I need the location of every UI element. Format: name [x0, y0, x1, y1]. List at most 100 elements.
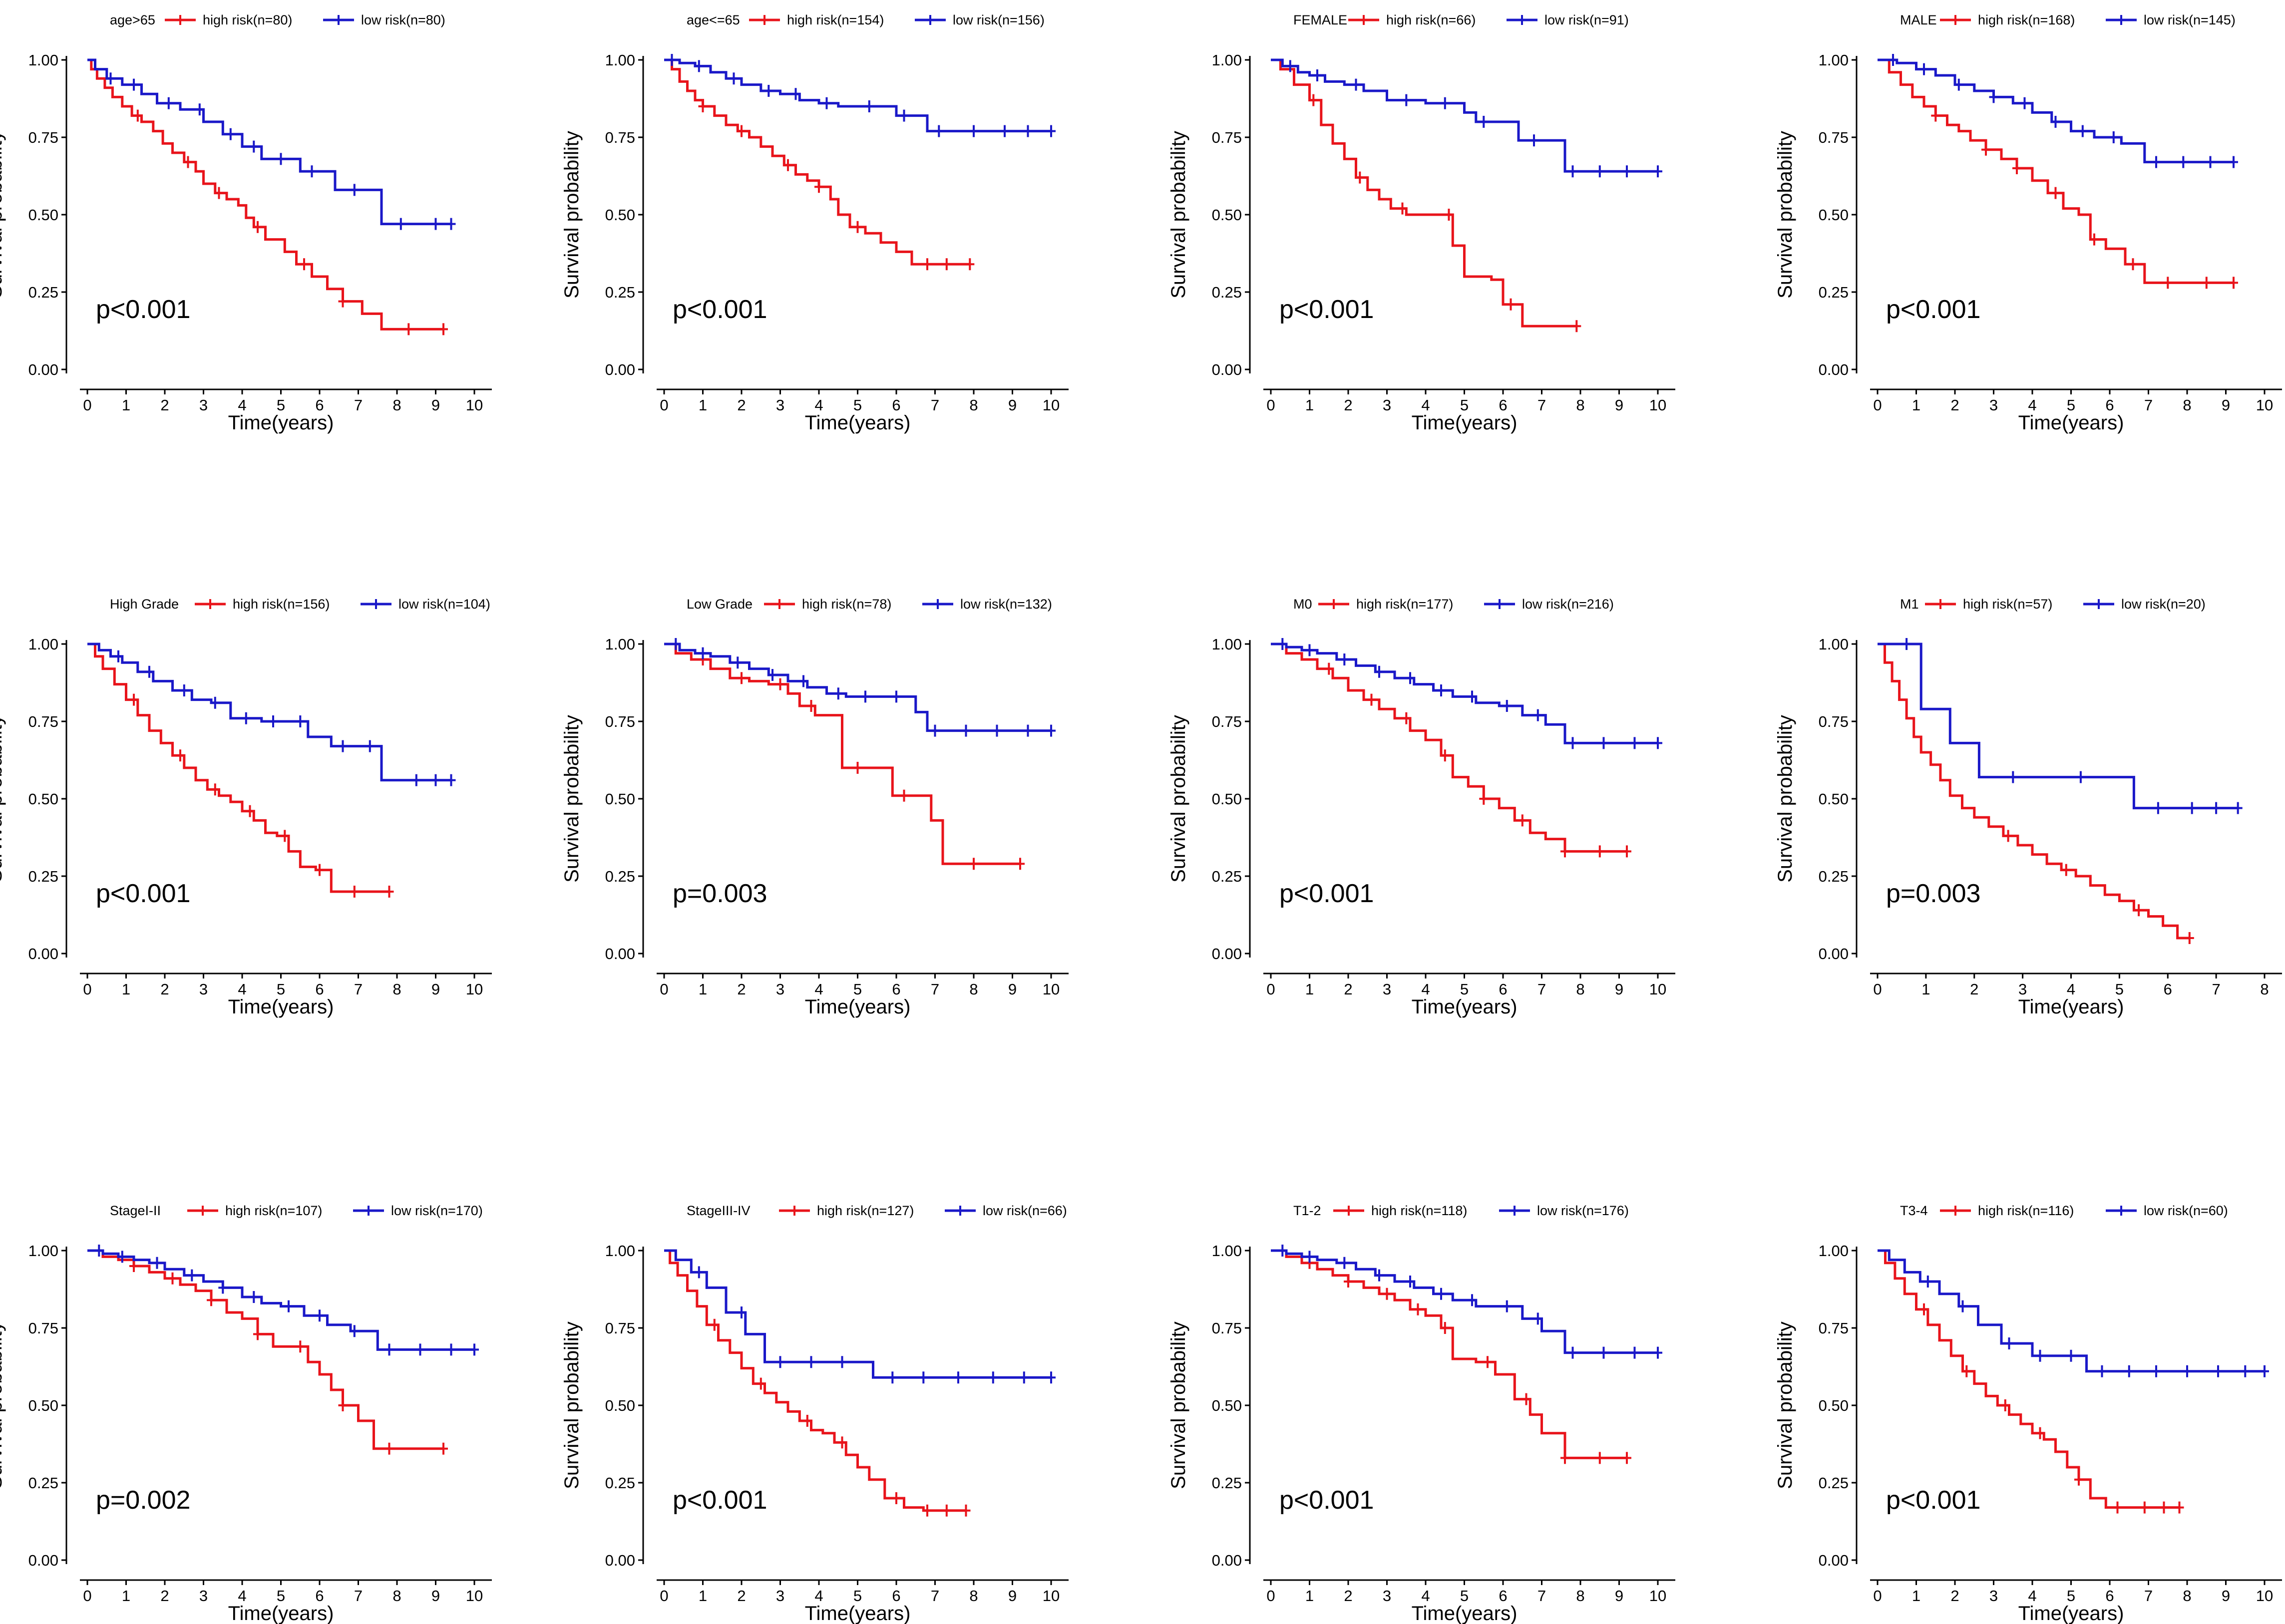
censor-mark [1529, 134, 1538, 147]
x-tick-label: 6 [892, 980, 900, 998]
censor-mark [2229, 156, 2238, 168]
y-tick-label: 0.25 [1819, 284, 1849, 301]
y-tick-label: 0.50 [1819, 790, 1849, 808]
x-tick-label: 4 [1421, 980, 1430, 998]
censor-mark [1931, 109, 1940, 122]
censor-mark [1502, 700, 1512, 712]
legend-group-label: High Grade [110, 597, 179, 612]
censor-mark [1653, 737, 1662, 749]
censor-mark [802, 1415, 812, 1427]
x-tick-label: 2 [1344, 396, 1352, 414]
x-axis-title: Time(years) [805, 996, 911, 1018]
km-panel-high-grade: High Grade high risk(n=156) low risk(n=104… [0, 597, 492, 1018]
x-tick-label: 4 [1421, 396, 1430, 414]
censor-mark [2134, 904, 2144, 917]
x-tick-label: 7 [354, 980, 363, 998]
p-value-label: p<0.001 [96, 295, 190, 324]
censor-mark [207, 1294, 216, 1306]
x-tick-label: 8 [969, 396, 978, 414]
legend-high-risk-label: high risk(n=177) [1356, 597, 1453, 612]
censor-mark [446, 218, 456, 230]
x-tick-label: 10 [1043, 1587, 1060, 1605]
censor-mark [1568, 165, 1577, 178]
x-tick-label: 0 [83, 1587, 91, 1605]
censor-mark [710, 1318, 719, 1331]
censor-mark [1382, 1288, 1392, 1300]
censor-mark [2061, 864, 2071, 876]
censor-mark [439, 323, 448, 335]
censor-mark [2090, 233, 2099, 246]
x-tick-label: 1 [122, 980, 130, 998]
censor-mark [2109, 131, 2118, 143]
x-tick-label: 4 [814, 396, 823, 414]
censor-mark [2206, 156, 2215, 168]
censor-mark [1413, 1303, 1423, 1315]
censor-mark [942, 1504, 951, 1517]
x-tick-label: 2 [1970, 980, 1978, 998]
censor-mark [2152, 1365, 2161, 1377]
censor-mark [2128, 258, 2138, 271]
x-tick-label: 6 [1499, 1587, 1507, 1605]
censor-mark [899, 789, 909, 802]
censor-mark [1533, 709, 1542, 721]
legend-low-risk-label: low risk(n=91) [1544, 12, 1629, 27]
y-tick-label: 1.00 [605, 51, 635, 69]
y-tick-label: 0.75 [605, 1319, 635, 1337]
x-tick-label: 9 [1008, 980, 1017, 998]
censor-mark [1367, 693, 1376, 706]
y-tick-label: 0.00 [1212, 361, 1242, 378]
x-tick-label: 9 [431, 1587, 440, 1605]
km-panel-t3-4: T3-4 high risk(n=116) low risk(n=60) 0.00 0.… [1774, 1203, 2282, 1624]
x-tick-label: 1 [1921, 980, 1930, 998]
censor-mark [1440, 749, 1450, 762]
x-tick-label: 5 [277, 1587, 285, 1605]
x-tick-label: 9 [431, 396, 440, 414]
censor-mark [300, 258, 309, 271]
x-tick-label: 4 [2067, 980, 2075, 998]
censor-mark [249, 1291, 259, 1303]
censor-mark [930, 724, 940, 737]
x-tick-label: 3 [199, 396, 208, 414]
censor-mark [1047, 724, 1056, 737]
censor-mark [1889, 54, 1898, 66]
x-tick-label: 7 [931, 1587, 939, 1605]
y-tick-label: 0.00 [28, 1552, 58, 1569]
x-tick-label: 0 [660, 1587, 668, 1605]
censor-mark [1560, 845, 1569, 858]
p-value-label: p<0.001 [96, 879, 190, 908]
y-tick-label: 0.75 [1819, 713, 1849, 730]
censor-mark [1630, 1346, 1639, 1359]
censor-mark [899, 109, 909, 122]
x-tick-label: 2 [1950, 396, 1959, 414]
legend-high-risk-label: high risk(n=78) [802, 597, 891, 612]
x-tick-label: 2 [1950, 1587, 1959, 1605]
x-tick-label: 0 [1873, 1587, 1882, 1605]
censor-mark [2051, 187, 2060, 199]
censor-mark [350, 184, 359, 196]
censor-mark [404, 323, 413, 335]
p-value-label: p<0.001 [1886, 295, 1980, 324]
x-tick-label: 3 [2018, 980, 2027, 998]
censor-mark [114, 650, 123, 662]
censor-mark [1047, 125, 1056, 137]
legend-high-risk-label: high risk(n=57) [1963, 597, 2052, 612]
censor-mark [168, 1272, 177, 1285]
y-tick-label: 0.75 [1819, 1319, 1849, 1337]
y-tick-label: 1.00 [1212, 1242, 1242, 1260]
censor-mark [2202, 277, 2211, 289]
y-tick-label: 0.50 [1819, 206, 1849, 224]
censor-mark [919, 1371, 928, 1384]
censor-mark [1375, 665, 1384, 678]
legend-group-label: age>65 [110, 12, 155, 27]
censor-mark [415, 1343, 425, 1356]
y-axis-title: Survival probability [1167, 131, 1189, 299]
x-tick-label: 9 [2222, 396, 2230, 414]
x-tick-label: 1 [1912, 396, 1920, 414]
x-tick-label: 7 [931, 396, 939, 414]
censor-mark [1437, 684, 1446, 696]
y-axis-title: Survival probability [0, 131, 6, 299]
y-tick-label: 0.75 [1212, 129, 1242, 146]
censor-mark [667, 54, 677, 66]
x-tick-label: 9 [1615, 980, 1623, 998]
y-tick-label: 1.00 [1819, 636, 1849, 653]
